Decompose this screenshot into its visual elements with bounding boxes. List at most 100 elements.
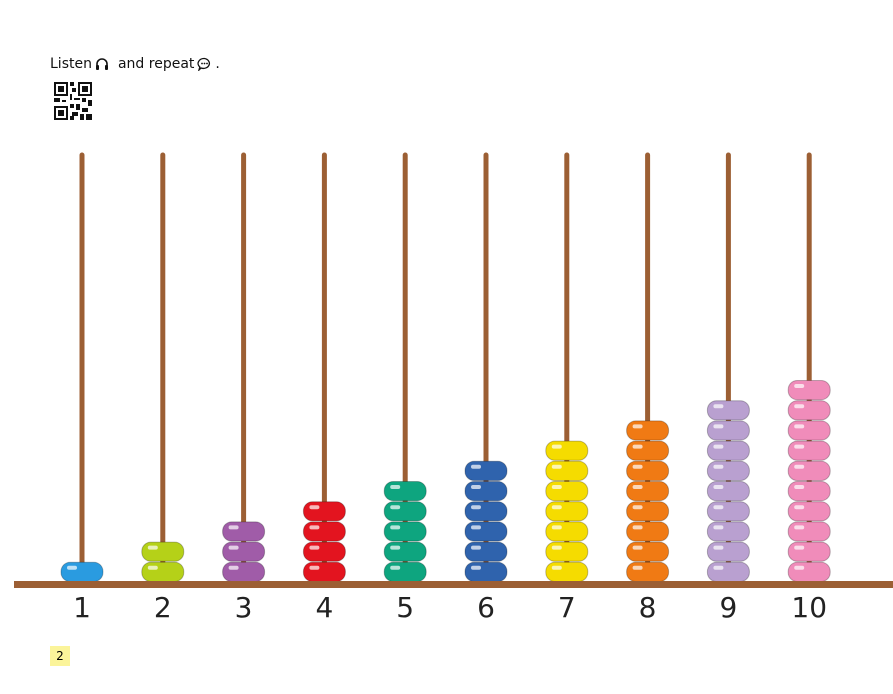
bead [545,501,589,522]
bead [706,481,750,502]
bead [383,501,427,522]
instruction: Listen and repeat . [50,56,220,72]
bead [383,541,427,562]
bead-highlight [794,444,805,449]
bead-highlight [390,525,401,530]
bead-highlight [713,424,724,429]
bead [787,400,831,421]
bead [626,501,670,522]
bead-highlight [309,505,320,510]
bead [706,521,750,542]
bead [222,521,266,542]
bead [706,460,750,481]
qr-code [54,82,92,120]
bead [706,541,750,562]
bead [706,400,750,421]
bead-highlight [794,485,805,489]
rod-number: 7 [558,591,576,624]
bead-highlight [632,444,643,449]
bead-highlight [471,565,481,570]
bead-highlight [309,565,320,570]
bead [383,521,427,542]
rod-number: 5 [396,591,414,624]
rod-number: 8 [639,591,657,624]
bead-highlight [551,485,562,489]
bead [464,521,508,542]
bead-highlight [632,565,643,570]
abacus-base [14,581,893,588]
bead [60,561,104,582]
bead-highlight [713,505,724,510]
bead-highlight [390,485,401,489]
bead [787,380,831,401]
bead-highlight [551,444,562,449]
bead-highlight [794,505,805,510]
bead [787,440,831,461]
bead-highlight [390,545,401,550]
rod-number: 1 [73,591,91,624]
bead-highlight [794,424,805,429]
bead-highlight [471,545,481,550]
bead-highlight [228,565,239,570]
bead-highlight [147,565,158,570]
rod-number: 3 [235,591,253,624]
bead [626,420,670,441]
bead [464,501,508,522]
bead [787,460,831,481]
bead-highlight [309,545,320,550]
bead [787,481,831,502]
bead [464,460,508,481]
bead-highlight [794,464,805,469]
bead [464,561,508,582]
bead-highlight [551,525,562,530]
speech-icon [197,57,211,71]
bead [545,521,589,542]
bead-highlight [794,525,805,530]
bead [787,501,831,522]
bead-highlight [471,525,481,530]
bead [706,501,750,522]
bead [464,481,508,502]
bead [787,561,831,582]
bead [626,460,670,481]
bead [626,481,670,502]
bead-highlight [551,464,562,469]
listen-text: Listen [50,56,92,72]
page-number: 2 [50,646,70,666]
bead-highlight [794,404,805,409]
bead-highlight [713,444,724,449]
bead-highlight [713,464,724,469]
bead-highlight [147,545,158,550]
bead-highlight [632,545,643,550]
bead [545,561,589,582]
bead-highlight [713,404,724,409]
bead [626,440,670,461]
bead [706,420,750,441]
bead-highlight [713,525,724,530]
bead-highlight [632,505,643,510]
bead [787,541,831,562]
bead-highlight [632,485,643,489]
bead-highlight [713,545,724,550]
bead [222,561,266,582]
rod-number: 6 [477,591,495,624]
bead [706,561,750,582]
bead [141,561,185,582]
bead-highlight [390,505,401,510]
bead [141,541,185,562]
headphone-icon [95,58,108,70]
bead-highlight [551,505,562,510]
bead-highlight [551,545,562,550]
bead-highlight [471,485,481,489]
bead [383,481,427,502]
bead [302,541,346,562]
bead-highlight [67,565,77,570]
bead [545,460,589,481]
bead [464,541,508,562]
rod-number: 10 [791,591,827,624]
bead [545,481,589,502]
bead [626,561,670,582]
bead-highlight [794,384,805,388]
bead-highlight [228,525,239,530]
